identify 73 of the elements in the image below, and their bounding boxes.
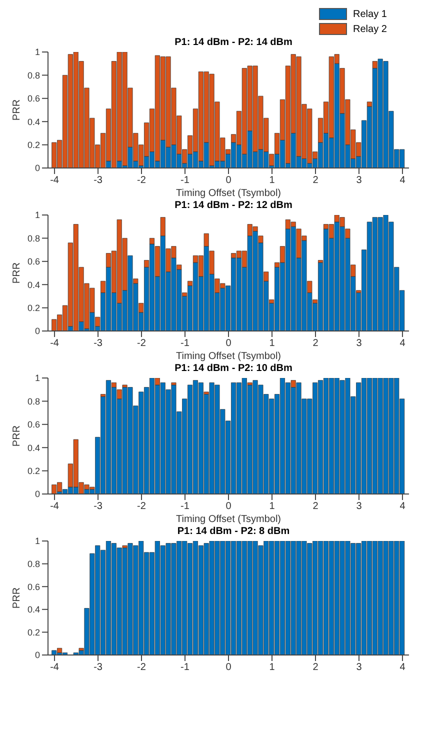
x-tick-label: -3 xyxy=(94,338,103,350)
x-tick-label: 3 xyxy=(356,338,362,350)
x-axis-title: Timing Offset (Tsymbol) xyxy=(176,351,282,362)
y-axis-title: PRR xyxy=(12,99,23,121)
chart-title: P1: 14 dBm - P2: 10 dBm xyxy=(174,363,294,374)
x-tick-label: 4 xyxy=(400,501,406,512)
x-tick-label: -2 xyxy=(137,338,146,350)
x-tick-label: -2 xyxy=(137,662,146,674)
y-tick-label: 0.8 xyxy=(27,558,40,569)
x-tick-label: 3 xyxy=(356,501,362,512)
x-tick-label: -1 xyxy=(180,501,190,512)
y-tick-label: 0.4 xyxy=(27,442,40,453)
y-tick-label: 0.2 xyxy=(27,302,40,313)
y-tick-label: 1 xyxy=(34,536,40,546)
y-tick-label: 0.8 xyxy=(27,70,40,80)
x-axis-title: Timing Offset (Tsymbol) xyxy=(176,188,282,199)
y-tick-label: 0.6 xyxy=(27,94,40,104)
chart-title: P1: 14 dBm - P2: 14 dBm xyxy=(174,37,294,48)
y-axis-title: PRR xyxy=(12,425,23,447)
x-tick-label: -4 xyxy=(50,338,60,350)
y-tick-label: 0.2 xyxy=(27,140,40,150)
x-tick-label: 2 xyxy=(312,662,319,674)
x-tick-label: 2 xyxy=(312,338,319,350)
y-tick-label: 0.4 xyxy=(27,116,40,127)
y-tick-label: 0.8 xyxy=(27,233,40,244)
y-axis-title: PRR xyxy=(12,262,23,284)
x-tick-label: 0 xyxy=(226,501,232,512)
x-tick-label: 0 xyxy=(226,662,232,674)
x-tick-label: -3 xyxy=(94,662,103,674)
legend-label: Relay 2 xyxy=(353,24,387,34)
y-tick-label: 0 xyxy=(34,163,40,174)
y-tick-label: 0.6 xyxy=(27,582,40,592)
y-tick-label: 0.4 xyxy=(27,604,40,615)
x-tick-label: -1 xyxy=(180,662,190,674)
y-axis-title: PRR xyxy=(12,587,23,609)
x-tick-label: 4 xyxy=(400,338,406,350)
chart-title: P1: 14 dBm - P2: 8 dBm xyxy=(176,526,291,537)
y-tick-label: 0.8 xyxy=(27,396,40,406)
x-tick-label: -4 xyxy=(50,662,60,674)
x-tick-label: 1 xyxy=(269,662,276,674)
chart-title: P1: 14 dBm - P2: 12 dBm xyxy=(174,200,294,211)
x-tick-label: 1 xyxy=(269,338,276,350)
x-tick-label: 2 xyxy=(312,175,319,186)
x-tick-label: 2 xyxy=(312,501,319,512)
y-tick-label: 0 xyxy=(34,489,40,500)
y-tick-label: 0.2 xyxy=(27,466,40,476)
x-tick-label: -3 xyxy=(94,501,103,512)
x-tick-label: 4 xyxy=(400,662,406,674)
x-tick-label: 3 xyxy=(356,175,362,186)
x-tick-label: -2 xyxy=(137,501,146,512)
x-tick-label: -3 xyxy=(94,175,103,186)
x-tick-label: 1 xyxy=(269,501,276,512)
y-tick-label: 1 xyxy=(34,373,40,384)
x-tick-label: 0 xyxy=(226,338,232,350)
x-tick-label: -1 xyxy=(180,175,190,186)
y-tick-label: 1 xyxy=(34,210,40,220)
y-tick-label: 0.6 xyxy=(27,256,40,267)
y-tick-label: 0 xyxy=(34,650,40,660)
y-tick-label: 0.4 xyxy=(27,280,40,290)
legend-label: Relay 1 xyxy=(353,8,387,20)
y-tick-label: 0.6 xyxy=(27,420,40,430)
y-tick-label: 0.2 xyxy=(27,627,40,638)
x-tick-label: -4 xyxy=(50,501,60,512)
x-tick-label: 1 xyxy=(269,175,276,186)
x-tick-label: -2 xyxy=(137,175,146,186)
y-tick-label: 0 xyxy=(34,326,40,336)
x-tick-label: 3 xyxy=(356,662,362,674)
x-axis-title: Timing Offset (Tsymbol) xyxy=(176,514,282,525)
x-tick-label: -4 xyxy=(50,175,60,186)
y-tick-label: 1 xyxy=(34,47,40,58)
x-tick-label: 4 xyxy=(400,175,406,186)
x-tick-label: -1 xyxy=(180,338,190,350)
x-tick-label: 0 xyxy=(226,175,232,186)
